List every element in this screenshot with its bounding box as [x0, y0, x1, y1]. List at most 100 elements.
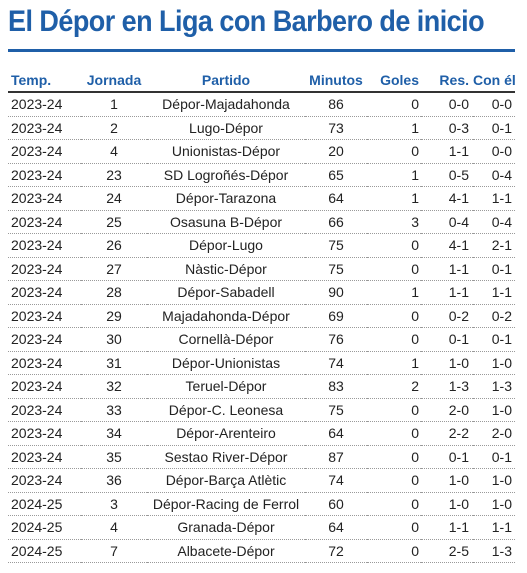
cell-temporada: 2023-24: [8, 139, 81, 164]
cell-jornada: 24: [81, 186, 147, 211]
cell-partido: Dépor-C. Leonesa: [147, 398, 305, 422]
cell-minutos: 73: [305, 116, 367, 140]
cell-partido: SD Logroñés-Dépor: [147, 163, 305, 187]
cell-goles: 0: [367, 327, 421, 352]
cell-con-el: 0-0: [473, 92, 515, 117]
cell-jornada: 35: [81, 445, 147, 469]
table-row: 2023-24 1 Dépor-Majadahonda 86 0 0-0 0-0: [8, 92, 515, 117]
cell-con-el: 0-1: [473, 116, 515, 140]
cell-resultado: 0-0: [421, 92, 473, 117]
table-row: 2023-24 23 SD Logroñés-Dépor 65 1 0-5 0-4: [8, 163, 515, 187]
cell-con-el: 1-0: [473, 468, 515, 493]
cell-con-el: 1-1: [473, 280, 515, 305]
cell-resultado: 0-4: [421, 210, 473, 234]
cell-resultado: 2-0: [421, 398, 473, 422]
cell-minutos: 75: [305, 257, 367, 281]
cell-temporada: 2023-24: [8, 398, 81, 422]
cell-con-el: 2-0: [473, 421, 515, 446]
cell-minutos: 64: [305, 186, 367, 211]
cell-con-el: 0-4: [473, 210, 515, 234]
table-header: Temp. Jornada Partido Minutos Goles Res.…: [8, 69, 516, 93]
table-row: 2023-24 4 Unionistas-Dépor 20 0 1-1 0-0: [8, 139, 515, 164]
cell-con-el: 1-0: [473, 492, 515, 516]
cell-resultado: 1-0: [421, 351, 473, 375]
cell-partido: Sestao River-Dépor: [147, 445, 305, 469]
cell-temporada: 2023-24: [8, 92, 81, 117]
cell-jornada: 4: [81, 139, 147, 164]
cell-partido: Dépor-Tarazona: [147, 186, 305, 211]
cell-partido: Albacete-Dépor: [147, 539, 305, 563]
cell-goles: 1: [367, 186, 421, 211]
cell-minutos: 90: [305, 280, 367, 305]
cell-minutos: 20: [305, 139, 367, 164]
col-header-resultado: Res.: [421, 69, 473, 93]
cell-partido: Dépor-Arenteiro: [147, 421, 305, 446]
cell-temporada: 2023-24: [8, 421, 81, 446]
table-row: 2023-24 34 Dépor-Arenteiro 64 0 2-2 2-0: [8, 421, 515, 446]
cell-goles: 1: [367, 163, 421, 187]
table-row: 2024-25 4 Granada-Dépor 64 0 1-1 1-1: [8, 515, 515, 540]
cell-partido: Cornellà-Dépor: [147, 327, 305, 352]
cell-jornada: 1: [81, 92, 147, 117]
cell-partido: Unionistas-Dépor: [147, 139, 305, 164]
cell-temporada: 2023-24: [8, 186, 81, 211]
cell-con-el: 0-1: [473, 327, 515, 352]
title-underline: [8, 49, 515, 52]
cell-temporada: 2023-24: [8, 327, 81, 352]
cell-temporada: 2023-24: [8, 210, 81, 234]
cell-minutos: 74: [305, 351, 367, 375]
cell-partido: Dépor-Barça Atlètic: [147, 468, 305, 493]
cell-jornada: 2: [81, 116, 147, 140]
cell-resultado: 1-1: [421, 257, 473, 281]
cell-goles: 1: [367, 280, 421, 305]
table-row: 2023-24 36 Dépor-Barça Atlètic 74 0 1-0 1-0: [8, 468, 515, 493]
cell-goles: 0: [367, 468, 421, 493]
cell-goles: 0: [367, 421, 421, 446]
table-row: 2023-24 2 Lugo-Dépor 73 1 0-3 0-1: [8, 116, 515, 140]
cell-partido: Osasuna B-Dépor: [147, 210, 305, 234]
cell-resultado: 1-3: [421, 374, 473, 399]
cell-resultado: 2-2: [421, 421, 473, 446]
col-header-con-el: Con él: [473, 69, 516, 93]
cell-goles: 2: [367, 374, 421, 399]
table-row: 2024-25 3 Dépor-Racing de Ferrol 60 0 1-0 1-0: [8, 492, 515, 516]
cell-temporada: 2023-24: [8, 257, 81, 281]
cell-partido: Granada-Dépor: [147, 515, 305, 540]
cell-temporada: 2023-24: [8, 163, 81, 187]
cell-partido: Dépor-Sabadell: [147, 280, 305, 305]
table-row: 2023-24 35 Sestao River-Dépor 87 0 0-1 0-1: [8, 445, 515, 469]
cell-goles: 1: [367, 351, 421, 375]
cell-goles: 1: [367, 116, 421, 140]
cell-con-el: 1-3: [473, 374, 515, 399]
cell-con-el: 1-1: [473, 515, 515, 540]
cell-jornada: 32: [81, 374, 147, 399]
cell-partido: Dépor-Lugo: [147, 233, 305, 258]
cell-jornada: 33: [81, 398, 147, 422]
col-header-partido: Partido: [147, 69, 305, 93]
cell-temporada: 2023-24: [8, 116, 81, 140]
cell-jornada: 36: [81, 468, 147, 493]
col-header-jornada: Jornada: [81, 69, 147, 93]
cell-minutos: 74: [305, 468, 367, 493]
cell-con-el: 1-3: [473, 539, 515, 563]
cell-partido: Majadahonda-Dépor: [147, 304, 305, 328]
table-row: 2023-24 30 Cornellà-Dépor 76 0 0-1 0-1: [8, 327, 515, 352]
cell-resultado: 2-5: [421, 539, 473, 563]
cell-minutos: 75: [305, 233, 367, 258]
cell-goles: 0: [367, 445, 421, 469]
cell-temporada: 2023-24: [8, 445, 81, 469]
cell-jornada: 28: [81, 280, 147, 305]
cell-resultado: 0-5: [421, 163, 473, 187]
cell-con-el: 2-1: [473, 233, 515, 258]
cell-jornada: 30: [81, 327, 147, 352]
cell-goles: 0: [367, 92, 421, 117]
cell-goles: 0: [367, 257, 421, 281]
col-header-goles: Goles: [367, 69, 421, 93]
cell-partido: Dépor-Majadahonda: [147, 92, 305, 117]
cell-jornada: 27: [81, 257, 147, 281]
cell-partido: Dépor-Unionistas: [147, 351, 305, 375]
cell-resultado: 1-0: [421, 468, 473, 493]
cell-con-el: 1-0: [473, 351, 515, 375]
cell-con-el: 0-1: [473, 257, 515, 281]
table-row: 2024-25 7 Albacete-Dépor 72 0 2-5 1-3: [8, 539, 515, 563]
